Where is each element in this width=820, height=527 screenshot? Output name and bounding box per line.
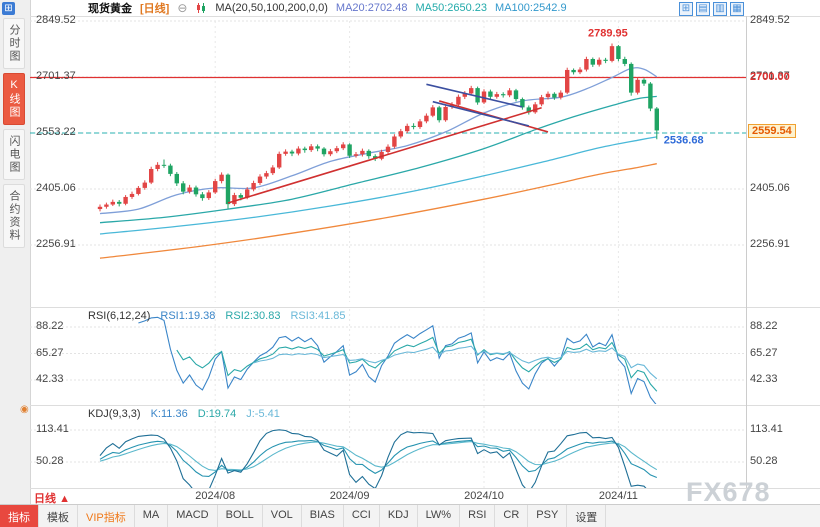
y-axis-label: 65.27: [36, 346, 64, 359]
rsi-header: RSI(6,12,24) RSI1:19.38 RSI2:30.83 RSI3:…: [88, 310, 346, 322]
main-candlestick-chart[interactable]: 2789.95 2536.68: [30, 16, 746, 307]
x-axis-label: 2024/10: [464, 490, 504, 502]
axis-divider: [30, 488, 820, 489]
rsi3-value: RSI3:41.85: [290, 310, 346, 322]
ma100-value: MA100:2542.9: [495, 2, 567, 14]
y-axis-label: 2256.91: [750, 238, 790, 250]
indicator-toolbar: 指标 模板 VIP指标 MA MACD BOLL VOL BIAS CCI KDJ LW% RSI CR…: [0, 504, 820, 527]
ma20-value: MA20:2702.48: [335, 2, 408, 14]
y-axis-label: 113.41: [36, 423, 69, 435]
toolbar-tab[interactable]: VOL: [263, 505, 302, 527]
toolbar-tab[interactable]: RSI: [460, 505, 496, 527]
x-axis-label: 2024/09: [329, 490, 370, 502]
ma-settings-label[interactable]: MA(20,50,100,200,0,0): [215, 2, 328, 14]
y-axis-label: 88.22: [750, 320, 778, 332]
kdj-chart[interactable]: [30, 406, 746, 488]
svg-text:2536.68: 2536.68: [664, 134, 704, 146]
rsi2-value: RSI2:30.83: [225, 310, 281, 322]
window-icon[interactable]: ▥: [713, 2, 727, 16]
panel-divider[interactable]: [30, 405, 820, 406]
kdj-j-value: J:-5.41: [246, 408, 280, 420]
y-axis-label: 50.28: [750, 455, 778, 467]
y-axis-label: 2701.37: [36, 69, 76, 82]
header-divider: [30, 16, 820, 17]
panel-divider[interactable]: [30, 307, 820, 308]
toolbar-tab[interactable]: BOLL: [218, 505, 263, 527]
symbol-name: 现货黄金: [88, 3, 132, 15]
y-axis-label: 2405.06: [750, 182, 790, 194]
horizontal-line-price-label: 2700.00: [750, 71, 790, 83]
window-control-icons: ⊞ ▤ ▥ ▦: [679, 2, 744, 16]
rsi-settings-label[interactable]: RSI(6,12,24): [88, 310, 151, 322]
x-axis-label: 2024/11: [598, 490, 638, 502]
rsi-chart[interactable]: [30, 309, 746, 404]
x-axis-label: 2024/08: [195, 490, 236, 502]
toolbar-tab[interactable]: PSY: [528, 505, 568, 527]
toolbar-tab[interactable]: KDJ: [380, 505, 418, 527]
y-axis-label: 50.28: [36, 455, 64, 467]
y-axis-label: 42.33: [750, 373, 778, 385]
sidebar: ⊞ 分时图 K线图闪电图合约资料 ◉: [0, 0, 31, 505]
sidebar-tabs: 分时图 K线图闪电图合约资料: [3, 18, 25, 248]
right-axis-line: [746, 16, 747, 488]
y-axis-label: 2405.06: [36, 182, 76, 194]
sidebar-tab[interactable]: K线图: [3, 73, 25, 125]
y-axis-label: 65.27: [750, 346, 778, 359]
period-tag[interactable]: [日线]: [140, 3, 170, 15]
panel-toggle-icon[interactable]: ◉: [20, 404, 29, 415]
window-icon[interactable]: ▤: [696, 2, 710, 16]
up-arrow-icon: ▲: [59, 493, 70, 505]
y-axis-label: 113.41: [750, 423, 783, 435]
toolbar-tab[interactable]: MACD: [168, 505, 218, 527]
sidebar-tab[interactable]: 合约资料: [3, 184, 25, 248]
candle-icon: [197, 3, 206, 13]
svg-text:2789.95: 2789.95: [588, 28, 628, 40]
toolbar-tab[interactable]: CR: [495, 505, 529, 527]
kdj-header: KDJ(9,3,3) K:11.36 D:19.74 J:-5.41: [88, 408, 280, 420]
y-axis-label: 2256.91: [36, 238, 76, 250]
y-axis-label: 2849.52: [36, 14, 76, 26]
watermark: FX678: [686, 477, 771, 507]
toolbar-tab[interactable]: MA: [135, 505, 169, 527]
ma50-value: MA50:2650.23: [415, 2, 488, 14]
rsi1-value: RSI1:19.38: [160, 310, 216, 322]
toolbar-tab[interactable]: LW%: [418, 505, 461, 527]
sidebar-tab[interactable]: 分时图: [3, 18, 25, 69]
y-axis-label: 2553.22: [36, 125, 76, 138]
kdj-d-value: D:19.74: [197, 408, 237, 420]
y-axis-label: 42.33: [36, 373, 64, 385]
last-price-badge: 2559.54: [748, 124, 796, 138]
y-axis-label: 2701.37: [750, 69, 790, 82]
toolbar-tab[interactable]: 指标: [0, 505, 39, 527]
sidebar-tab[interactable]: 闪电图: [3, 129, 25, 180]
chart-header: 现货黄金 [日线] ⊖ MA(20,50,100,200,0,0) MA20:2…: [30, 0, 820, 16]
app-logo-icon[interactable]: ⊞: [2, 2, 15, 15]
toolbar-tab[interactable]: CCI: [344, 505, 380, 527]
toolbar-tab[interactable]: 模板: [39, 505, 78, 527]
kdj-settings-label[interactable]: KDJ(9,3,3): [88, 408, 141, 420]
kdj-k-value: K:11.36: [150, 408, 188, 420]
window-icon[interactable]: ⊞: [679, 2, 693, 16]
toolbar-tab[interactable]: VIP指标: [78, 505, 135, 527]
y-axis-label: 2849.52: [750, 14, 790, 26]
toolbar-tab[interactable]: BIAS: [302, 505, 344, 527]
zoom-out-icon[interactable]: ⊖: [177, 1, 188, 15]
y-axis-label: 88.22: [36, 320, 64, 332]
window-icon[interactable]: ▦: [730, 2, 744, 16]
toolbar-tab[interactable]: 设置: [567, 505, 607, 527]
timeframe-label[interactable]: 日线 ▲: [34, 493, 70, 505]
